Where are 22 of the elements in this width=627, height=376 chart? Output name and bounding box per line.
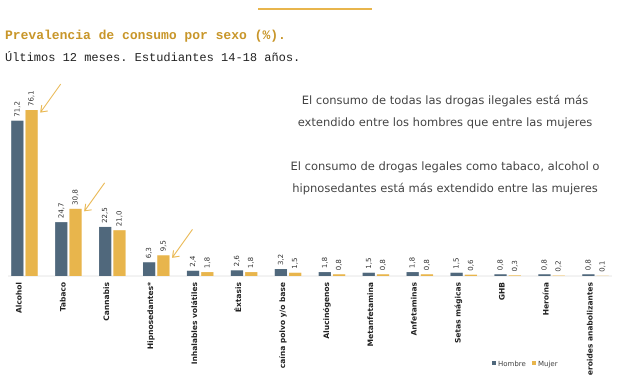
bar — [318, 272, 331, 276]
bar — [201, 272, 214, 276]
bar — [142, 262, 156, 276]
bar — [11, 120, 24, 276]
chart-title: Prevalencia de consumo por sexo (%). — [5, 28, 286, 43]
bar — [362, 272, 375, 276]
bar — [289, 272, 302, 276]
bar — [113, 230, 126, 276]
chart-subtitle: Últimos 12 meses. Estudiantes 14-18 años. — [5, 51, 300, 65]
bar — [69, 208, 82, 276]
bar — [406, 272, 419, 276]
bar — [230, 270, 244, 276]
annotation: El consumo de todas las drogas ilegales está más extendido entre los hombres que entre las mujeres — [298, 93, 592, 129]
bar — [25, 110, 38, 276]
bar — [157, 255, 170, 276]
bar — [450, 272, 463, 276]
bar — [186, 270, 200, 276]
bar — [245, 272, 258, 276]
bar — [55, 222, 68, 276]
annotation: El consumo de drogas legales como tabaco, alcohol o hipnosedantes está más extendido entre las mujeres — [290, 159, 600, 195]
bar — [99, 226, 112, 276]
bar — [274, 269, 288, 276]
